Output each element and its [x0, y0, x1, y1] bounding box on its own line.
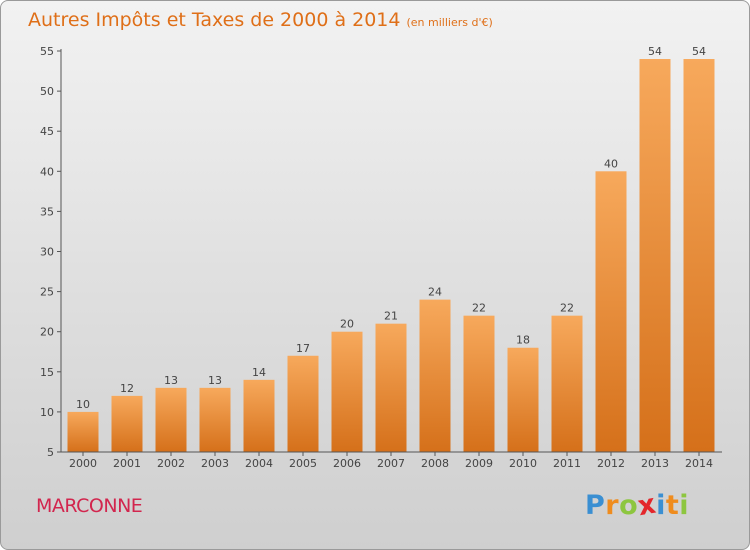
x-tick-label-2007: 2007 — [377, 457, 405, 470]
data-label-2012: 40 — [604, 157, 618, 170]
data-label-2001: 12 — [120, 382, 134, 395]
data-label-2013: 54 — [648, 45, 662, 58]
data-label-2010: 18 — [516, 334, 530, 347]
bar-2003 — [199, 387, 231, 452]
logo-letter: i — [656, 490, 666, 521]
bar-2012 — [595, 171, 627, 453]
y-tick-label: 45 — [40, 125, 54, 138]
x-tick-label-2008: 2008 — [421, 457, 449, 470]
x-tick-label-2001: 2001 — [113, 457, 141, 470]
bar-2010 — [507, 347, 539, 452]
y-tick-label: 25 — [40, 286, 54, 299]
bar-2004 — [243, 379, 275, 452]
y-tick-label: 40 — [40, 165, 54, 178]
bar-2011 — [551, 315, 583, 452]
logo-letter: t — [665, 490, 680, 521]
x-tick-label-2004: 2004 — [245, 457, 273, 470]
y-tick-label: 50 — [40, 85, 54, 98]
x-tick-label-2010: 2010 — [509, 457, 537, 470]
x-tick-label-2006: 2006 — [333, 457, 361, 470]
x-tick-label-2014: 2014 — [685, 457, 713, 470]
y-tick-label: 20 — [40, 326, 54, 339]
y-tick-label: 15 — [40, 366, 54, 379]
y-tick-label: 5 — [47, 446, 54, 459]
bar-2013 — [639, 59, 671, 453]
y-tick-label: 30 — [40, 246, 54, 259]
y-tick-label: 55 — [40, 45, 54, 58]
logo-letter: r — [605, 490, 620, 521]
data-label-2004: 14 — [252, 366, 266, 379]
bar-2006 — [331, 331, 363, 452]
commune-name: MARCONNE — [36, 495, 143, 517]
data-label-2014: 54 — [692, 45, 706, 58]
x-tick-label-2011: 2011 — [553, 457, 581, 470]
x-tick-label-2005: 2005 — [289, 457, 317, 470]
logo-letter: i — [679, 490, 690, 521]
x-tick-label-2009: 2009 — [465, 457, 493, 470]
bar-2008 — [419, 299, 451, 452]
chart-subtitle: (en milliers d'€) — [406, 16, 493, 29]
chart-title: Autres Impôts et Taxes de 2000 à 2014 (en… — [28, 9, 493, 31]
bar-2014 — [683, 59, 715, 453]
bar-2005 — [287, 355, 319, 452]
logo-letter: P — [585, 490, 606, 521]
data-label-2009: 22 — [472, 302, 486, 315]
data-label-2005: 17 — [296, 342, 310, 355]
proxiti-logo[interactable]: Proxiti — [585, 489, 690, 523]
x-tick-label-2012: 2012 — [597, 457, 625, 470]
bar-2000 — [67, 411, 99, 452]
data-label-2006: 20 — [340, 318, 354, 331]
x-tick-label-2000: 2000 — [69, 457, 97, 470]
data-label-2008: 24 — [428, 286, 442, 299]
bar-2009 — [463, 315, 495, 452]
x-tick-label-2013: 2013 — [641, 457, 669, 470]
y-tick-label: 35 — [40, 205, 54, 218]
data-label-2002: 13 — [164, 374, 178, 387]
x-tick-label-2003: 2003 — [201, 457, 229, 470]
bar-2002 — [155, 387, 187, 452]
data-label-2000: 10 — [76, 398, 90, 411]
bar-2001 — [111, 395, 143, 452]
data-label-2011: 22 — [560, 302, 574, 315]
bar-2007 — [375, 323, 407, 452]
data-label-2007: 21 — [384, 310, 398, 323]
y-tick-label: 10 — [40, 406, 54, 419]
chart-title-text: Autres Impôts et Taxes de 2000 à 2014 — [28, 9, 401, 31]
logo-letter: o — [619, 490, 639, 521]
data-label-2003: 13 — [208, 374, 222, 387]
x-tick-label-2002: 2002 — [157, 457, 185, 470]
